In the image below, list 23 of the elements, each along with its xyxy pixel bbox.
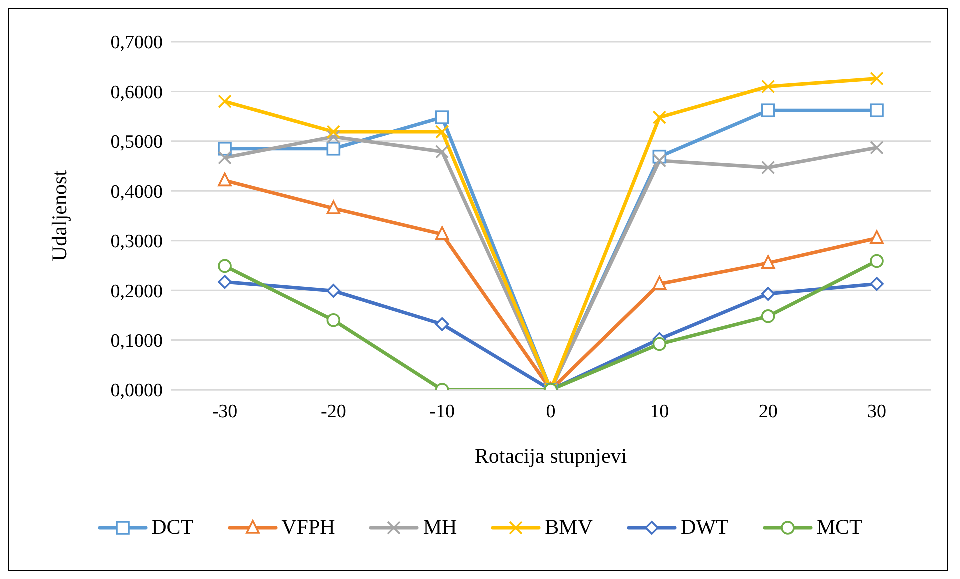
y-tick-label: 0,7000 [110, 32, 163, 54]
y-tick-label: 0,4000 [110, 182, 163, 203]
legend-label: DWT [681, 515, 729, 540]
x-tick-label: 10 [650, 401, 670, 422]
y-tick-label: 0,2000 [110, 281, 163, 302]
y-tick-label: 0,6000 [110, 82, 163, 104]
x-tick-label: 20 [758, 401, 778, 422]
legend-label: DCT [152, 515, 194, 540]
y-tick-label: 0,0000 [110, 380, 163, 402]
y-tick-label: 0,5000 [110, 132, 163, 154]
x-tick-label: 0 [546, 401, 556, 422]
legend-label: MCT [816, 515, 862, 540]
y-tick-label: 0,3000 [110, 232, 163, 253]
y-tick-label: 0,1000 [110, 331, 163, 352]
legend-label: VFPH [282, 515, 336, 540]
x-axis-title: Rotacija stupnjevi [474, 444, 628, 468]
legend-label: MH [423, 515, 458, 540]
x-tick-label: -30 [212, 401, 238, 422]
x-tick-label: -20 [321, 401, 346, 422]
y-axis-title: Udaljenost [47, 170, 72, 262]
x-tick-label: 30 [868, 401, 886, 422]
x-tick-label: -10 [430, 401, 455, 422]
legend-label: BMV [545, 515, 594, 540]
